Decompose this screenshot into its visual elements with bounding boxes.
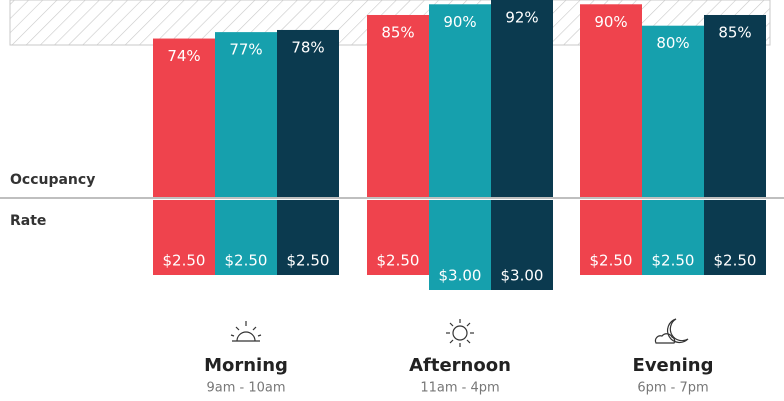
value-label: $2.50 [714,252,757,270]
value-label: 90% [594,13,627,31]
value-label: $3.00 [439,267,482,285]
rate-bar [429,200,491,290]
icon-morning [230,321,262,342]
rate-bar [153,200,215,275]
value-label: 80% [656,34,689,52]
rate-bar [642,200,704,275]
value-label: $2.50 [163,252,206,270]
value-label: $2.50 [590,252,633,270]
occupancy-bar [277,29,339,198]
value-label: 78% [291,38,324,56]
category-subtitle: 9am - 10am [206,381,285,396]
rate-bar [580,200,642,275]
occupancy-bar [367,14,429,197]
category-label: Afternoon [409,355,511,376]
category-label: Evening [633,355,714,376]
occupancy-bar [491,0,553,197]
value-label: 92% [505,9,538,27]
occupancy-bar [215,32,277,197]
value-label: 74% [167,47,200,65]
occupancy-bar [153,38,215,197]
icon-afternoon [446,319,474,347]
value-label: $2.50 [377,252,420,270]
category-subtitle: 11am - 4pm [420,381,499,396]
value-label: $2.50 [652,252,695,270]
category-label: Morning [204,355,288,376]
occupancy-bar [642,25,704,198]
rate-bar [215,200,277,275]
row-label: Occupancy [10,172,95,188]
rate-bar [277,200,339,275]
rate-bar [704,200,766,275]
icon-evening [654,318,689,344]
value-label: 90% [443,13,476,31]
occupancy-bar [704,14,766,197]
occupancy-bar [580,4,642,198]
value-label: 77% [229,41,262,59]
value-label: 85% [718,23,751,41]
rate-bar [367,200,429,275]
row-label: Rate [10,213,46,229]
value-label: $2.50 [287,252,330,270]
value-label: 85% [381,23,414,41]
category-subtitle: 6pm - 7pm [637,381,708,396]
occupancy-bar [429,4,491,198]
value-label: $3.00 [501,267,544,285]
value-label: $2.50 [225,252,268,270]
rate-bar [491,200,553,290]
